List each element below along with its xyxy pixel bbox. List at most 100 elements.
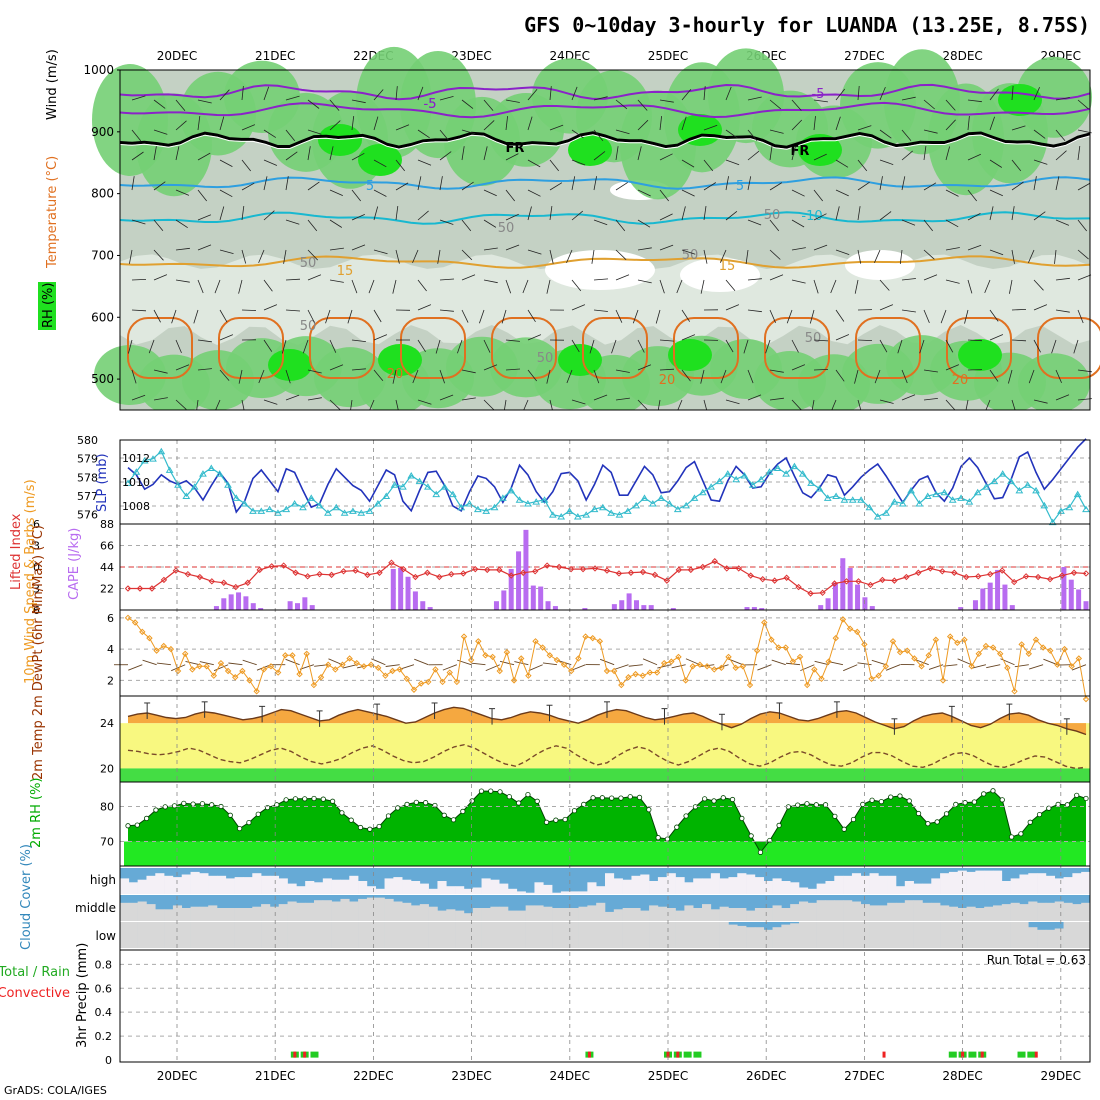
thickness-marker [374, 499, 382, 507]
upper-wind-barb [483, 120, 495, 131]
upper-wind-barb [813, 213, 827, 221]
upper-wind-barb [703, 249, 708, 264]
thickness-marker [498, 494, 507, 501]
rh-marker [460, 808, 466, 815]
cloud-gap-bar [1019, 922, 1029, 948]
rh-marker [981, 791, 987, 797]
wind-speed-marker [753, 647, 761, 654]
upper-wind-barb [879, 86, 886, 101]
wind-speed-marker [789, 658, 797, 665]
lifted-index-marker [735, 565, 742, 572]
cloud-gap-bar [993, 870, 1003, 894]
wind-speed-marker [882, 663, 890, 670]
upper-wind-barb [791, 364, 806, 371]
upper-wind-barb [967, 244, 982, 251]
upper-wind-barb [395, 86, 398, 101]
upper-wind-barb [615, 249, 627, 260]
wind-speed-marker [610, 667, 618, 675]
thickness-marker [315, 501, 324, 509]
wind-speed-marker [460, 633, 468, 640]
cloud-gap-bar [393, 901, 403, 921]
cloud-gap-bar [305, 902, 315, 921]
upper-wind-barb [417, 339, 426, 353]
upper-wind-barb [655, 309, 661, 324]
upper-wind-barb [791, 146, 796, 161]
rh-marker [897, 793, 903, 799]
cloud-gap-bar [993, 922, 1003, 948]
thickness-marker [582, 511, 591, 518]
cloud-gap-bar [684, 882, 694, 894]
temp-tick: 20 [100, 762, 114, 775]
thickness-marker [973, 488, 982, 496]
rh-marker [702, 796, 708, 802]
cloud-gap-bar [419, 904, 429, 921]
cloud-gap-bar [649, 905, 659, 921]
cloud-gap-bar [525, 892, 535, 894]
upper-wind-barb [835, 159, 849, 168]
wind-speed-marker [768, 636, 775, 643]
upper-wind-barb [483, 399, 495, 411]
rh-marker [841, 826, 847, 832]
top-date-tick: 20DEC [157, 49, 197, 63]
cloud-gap-bar [763, 881, 773, 894]
upper-wind-barb [238, 279, 243, 294]
upper-wind-barb [175, 247, 190, 251]
upper-wind-barb [329, 399, 341, 410]
upper-wind-barb [175, 146, 180, 161]
cloud-gap-bar [552, 892, 562, 894]
cloud-layer-label: middle [75, 901, 116, 915]
top-date-tick: 23DEC [451, 49, 491, 63]
cloud-gap-bar [719, 922, 729, 948]
contour-freezing [119, 131, 1091, 149]
wind-speed-marker [861, 641, 868, 648]
upper-wind-barb [412, 369, 419, 384]
upper-wind-barb [461, 249, 473, 261]
rh-marker [134, 822, 140, 828]
lifted-index-marker [675, 566, 683, 574]
cape-bar [545, 601, 551, 610]
upper-wind-barb [1033, 339, 1041, 353]
upper-wind-barb [809, 309, 815, 324]
upper-wind-barb [857, 249, 862, 264]
rh-dry-patch [545, 250, 655, 290]
lifted-index-marker [244, 579, 251, 586]
thickness-marker [1073, 490, 1082, 498]
lifted-index-marker [1022, 573, 1030, 580]
cloud-gap-bar [278, 922, 288, 948]
cloud-gap-bar [534, 882, 544, 894]
cloud-gap-bar [252, 906, 262, 921]
thickness-marker [557, 513, 566, 520]
cloud-gap-bar [878, 905, 888, 921]
wind-speed-marker [560, 661, 568, 668]
upper-wind-barb [131, 95, 146, 101]
contour-20-cell [491, 317, 557, 379]
thickness-marker [948, 496, 957, 503]
wind-speed-marker [668, 658, 675, 665]
cape-bar [751, 607, 757, 610]
upper-wind-barb [527, 189, 541, 197]
surface-wind-barb [885, 664, 901, 671]
thickness-marker [840, 496, 849, 503]
cloud-gap-bar [851, 901, 862, 921]
upper-wind-barb [461, 309, 469, 323]
upper-wind-barb [175, 219, 188, 229]
rh-marker [609, 795, 615, 801]
upper-wind-barb [219, 159, 233, 167]
upper-wind-barb [307, 146, 311, 161]
rh-marker [804, 801, 810, 807]
wind-speed-marker [739, 663, 747, 670]
upper-wind-barb [945, 339, 954, 353]
contour-label: -5 [812, 87, 825, 102]
upper-wind-barb [769, 182, 783, 191]
surface-wind-barb [871, 659, 886, 666]
wind-speed-marker [589, 634, 596, 642]
wind-speed-marker [267, 663, 275, 670]
surface-wind-barb [442, 664, 458, 671]
upper-wind-barb [439, 96, 454, 101]
thickness-marker [532, 498, 541, 505]
wind-speed-marker [467, 656, 475, 664]
rh-marker [999, 797, 1005, 803]
upper-wind-barb [373, 89, 384, 101]
wind-speed-marker [725, 653, 732, 661]
cloud-gap-bar [1010, 922, 1020, 948]
